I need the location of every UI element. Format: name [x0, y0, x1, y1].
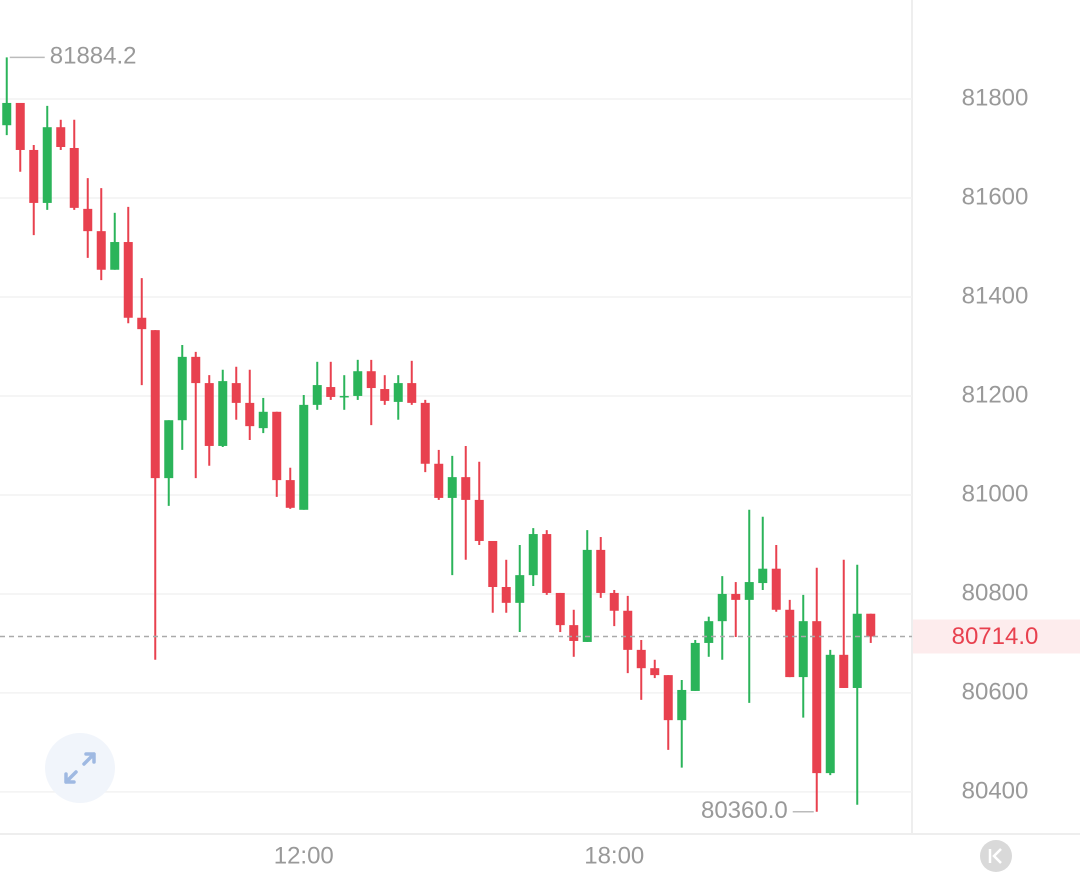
y-tick-label: 80600	[962, 678, 1029, 705]
x-tick-label: 12:00	[274, 842, 334, 869]
candle-body	[704, 621, 714, 643]
candle-body	[150, 330, 160, 479]
candle-body	[56, 127, 66, 147]
candle-body	[582, 549, 592, 642]
candle-body	[825, 654, 835, 774]
last-price-label: 80714.0	[952, 623, 1039, 650]
candle-body	[218, 381, 228, 446]
candle-body	[636, 649, 646, 669]
candle-body	[663, 675, 673, 721]
candle-body	[42, 127, 52, 203]
candle-body	[596, 549, 606, 593]
candle-body	[474, 499, 484, 541]
candle-body	[15, 102, 25, 150]
candle-body	[542, 534, 552, 593]
candle-body	[677, 689, 687, 721]
max-marker-label: 81884.2	[50, 43, 137, 70]
candle-body	[515, 575, 525, 603]
candle-body	[731, 593, 741, 600]
candle-body	[191, 356, 201, 384]
candle-body	[312, 385, 322, 405]
candle-body	[434, 463, 444, 498]
candle-body	[366, 371, 376, 389]
candle-body	[285, 480, 295, 508]
candle-body	[758, 568, 768, 584]
candle-body	[272, 411, 282, 481]
candle-body	[299, 404, 309, 510]
candle-body	[393, 383, 403, 402]
candle-body	[177, 356, 187, 421]
candle-body	[866, 613, 876, 637]
candle-body	[812, 621, 822, 774]
candle-body	[164, 420, 174, 479]
candle-body	[771, 568, 781, 610]
candle-body	[528, 534, 538, 576]
candle-body	[123, 242, 133, 318]
candle-body	[609, 592, 619, 611]
candle-body	[380, 389, 390, 401]
candle-body	[339, 395, 349, 398]
candle-body	[204, 383, 214, 446]
candle-body	[353, 371, 363, 396]
scroll-to-latest-button[interactable]	[980, 840, 1012, 872]
candle-body	[245, 402, 255, 427]
candle-body	[555, 592, 565, 626]
candle-body	[569, 625, 579, 641]
candle-body	[231, 383, 241, 403]
expand-button[interactable]	[45, 733, 115, 803]
y-tick-label: 81000	[962, 480, 1029, 507]
min-marker-label: 80360.0	[701, 797, 788, 824]
candle-body	[461, 477, 471, 500]
candle-body	[2, 102, 12, 126]
y-tick-label: 80400	[962, 777, 1029, 804]
candle-body	[717, 593, 727, 622]
candle-body	[690, 642, 700, 691]
candle-body	[29, 149, 39, 203]
candle-body	[83, 208, 93, 232]
candle-body	[137, 317, 147, 330]
candle-body	[420, 402, 430, 464]
candle-body	[650, 668, 660, 676]
candle-body	[744, 582, 754, 600]
y-tick-label: 81400	[962, 282, 1029, 309]
x-tick-label: 18:00	[584, 842, 644, 869]
candle-body	[110, 242, 120, 270]
candle-body	[501, 587, 511, 603]
candle-body	[785, 609, 795, 678]
candle-body	[407, 383, 417, 403]
candle-body	[447, 477, 457, 498]
candle-body	[623, 610, 633, 650]
candle-body	[96, 231, 106, 270]
candle-body	[258, 411, 268, 429]
candle-body	[488, 540, 498, 588]
last-price-box	[913, 619, 1080, 654]
candle-body	[852, 613, 862, 688]
y-tick-label: 81800	[962, 84, 1029, 111]
y-tick-label: 81600	[962, 183, 1029, 210]
y-tick-label: 80800	[962, 579, 1029, 606]
candle-body	[326, 387, 336, 397]
candle-body	[69, 147, 79, 208]
y-tick-label: 81200	[962, 381, 1029, 408]
candle-body	[839, 654, 849, 688]
candle-body	[798, 621, 808, 678]
